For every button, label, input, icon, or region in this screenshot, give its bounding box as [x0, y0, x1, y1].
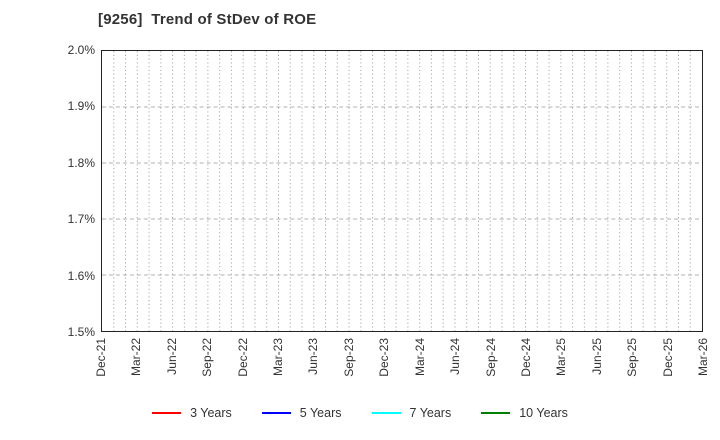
x-tick-label: Dec-22 — [235, 338, 250, 377]
x-tick-label: Mar-22 — [129, 338, 144, 377]
x-tick-label: Mar-23 — [271, 338, 286, 377]
legend-label: 7 Years — [409, 406, 452, 420]
x-tick-label: Sep-25 — [625, 338, 640, 377]
plot-area — [101, 50, 703, 332]
legend-label: 10 Years — [519, 406, 568, 420]
x-tick-label: Jun-24 — [448, 338, 463, 375]
legend-item: 5 Years — [261, 406, 342, 420]
x-tick-label: Sep-24 — [483, 338, 498, 377]
chart-title: [9256] Trend of StDev of ROE — [98, 11, 317, 28]
x-tick-label: Jun-22 — [164, 338, 179, 375]
x-tick-label: Jun-23 — [306, 338, 321, 375]
legend-item: 3 Years — [152, 406, 232, 420]
y-tick-label: 1.6% — [67, 268, 95, 283]
legend-label: 5 Years — [299, 406, 342, 420]
x-tick-label: Mar-24 — [412, 338, 427, 377]
x-tick-label: Mar-25 — [554, 338, 569, 377]
y-tick-label: 1.7% — [67, 212, 95, 227]
legend-line-swatch — [371, 412, 401, 414]
legend-line-swatch — [481, 412, 511, 414]
x-tick-label: Dec-21 — [94, 338, 108, 377]
x-tick-label: Mar-26 — [696, 338, 710, 377]
x-tick-label: Sep-23 — [341, 338, 356, 377]
y-tick-label: 1.9% — [67, 99, 95, 114]
legend-label: 3 Years — [190, 406, 232, 420]
x-tick-label: Jun-25 — [589, 338, 604, 375]
gridlines — [102, 51, 702, 331]
legend: 3 Years 5 Years 7 Years 10 Years — [0, 403, 720, 423]
legend-item: 10 Years — [481, 406, 568, 420]
x-tick-label: Dec-23 — [377, 338, 392, 377]
legend-item: 7 Years — [371, 406, 452, 420]
y-tick-label: 1.5% — [67, 325, 95, 339]
legend-line-swatch — [261, 412, 291, 414]
y-tick-label: 2.0% — [67, 43, 95, 57]
y-tick-label: 1.8% — [67, 155, 95, 170]
legend-line-swatch — [152, 412, 182, 414]
x-tick-label: Sep-22 — [200, 338, 215, 377]
x-tick-label: Dec-24 — [518, 338, 533, 377]
x-tick-label: Dec-25 — [660, 338, 675, 377]
